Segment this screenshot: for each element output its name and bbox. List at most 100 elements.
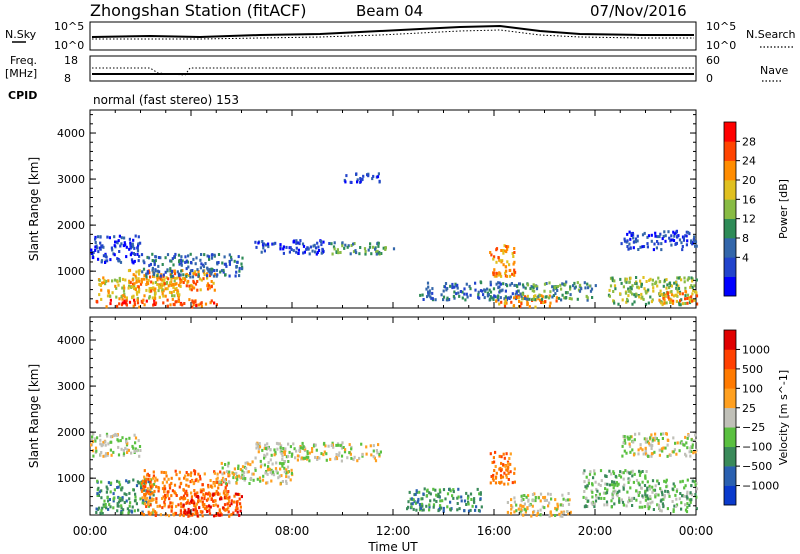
echo-region xyxy=(218,459,294,486)
nsearch-tick-top: 10^5 xyxy=(706,20,736,33)
colorbar-tick-label: 8 xyxy=(742,232,749,245)
echo-region xyxy=(495,294,558,309)
colorbar-tick-label: −1000 xyxy=(742,480,779,493)
nsearch-label: N.Search xyxy=(746,28,796,41)
echo-region xyxy=(519,280,597,302)
colorbar-swatch xyxy=(724,276,736,297)
time-axis-label: Time UT xyxy=(367,540,418,554)
colorbar-swatch xyxy=(724,427,736,447)
colorbar-tick-label: 4 xyxy=(742,251,749,264)
nsky-panel xyxy=(89,21,697,51)
echo-region xyxy=(140,252,244,279)
colorbar-tick-label: 100 xyxy=(742,382,763,395)
colorbar-swatch xyxy=(724,446,736,467)
colorbar-swatch xyxy=(724,160,736,181)
cpid-text: normal (fast stereo) 153 xyxy=(93,93,239,107)
time-tick-label: 00:00 xyxy=(73,524,108,538)
freq-tick-top: 18 xyxy=(64,54,78,67)
echo-region xyxy=(343,172,381,184)
echo-region xyxy=(95,297,218,309)
colorbar-tick-label: −500 xyxy=(742,460,772,473)
echo-region xyxy=(140,469,231,518)
colorbar-swatch xyxy=(724,199,736,219)
y-tick-label: 4000 xyxy=(57,127,85,140)
echo-region xyxy=(254,239,331,256)
colorbar-tick-label: −25 xyxy=(742,421,765,434)
time-tick-label: 16:00 xyxy=(477,524,512,538)
colorbar-swatch xyxy=(724,407,736,428)
time-tick-label: 08:00 xyxy=(275,524,310,538)
echo-region xyxy=(178,492,243,518)
colorbar-label: Velocity [m s^-1] xyxy=(777,370,790,465)
nave-tick-bottom: 0 xyxy=(706,72,713,85)
echo-region xyxy=(406,487,483,513)
colorbar-swatch xyxy=(724,141,736,161)
freq-label: Freq. xyxy=(10,54,37,67)
cpid-label: CPID xyxy=(8,89,37,102)
colorbar-tick-label: 20 xyxy=(742,174,756,187)
echo-region xyxy=(254,441,382,463)
nave-trace xyxy=(92,67,694,76)
echo-region xyxy=(489,450,516,486)
beam-label: Beam 04 xyxy=(356,2,423,20)
velocity-panel: 4000 3000 2000 1000 Slant Range [km] 1000 500 1… xyxy=(27,316,790,518)
colorbar-swatch xyxy=(724,349,736,370)
echo-region xyxy=(646,478,699,514)
y-axis-label: Slant Range [km] xyxy=(27,157,41,261)
echo-region xyxy=(582,469,648,509)
date-label: 07/Nov/2016 xyxy=(590,2,687,20)
echo-region xyxy=(90,234,142,265)
echo-region xyxy=(90,432,142,458)
colorbar-tick-label: 1000 xyxy=(742,343,770,356)
nsearch-tick-bottom: 10^0 xyxy=(706,39,736,52)
colorbar-tick-label: 16 xyxy=(742,193,756,206)
y-tick-label: 4000 xyxy=(57,334,85,347)
freq-panel xyxy=(89,55,697,82)
plot-title: Zhongshan Station (fitACF) xyxy=(90,1,307,20)
nsky-trace xyxy=(91,24,694,39)
nsky-tick-top: 10^5 xyxy=(54,20,84,33)
colorbar-swatch xyxy=(724,218,736,239)
colorbar-swatch xyxy=(724,180,736,200)
colorbar-swatch xyxy=(724,330,736,350)
time-tick-label: 12:00 xyxy=(376,524,411,538)
echo-region xyxy=(620,229,698,252)
y-tick-label: 1000 xyxy=(57,265,85,278)
colorbar-tick-label: 25 xyxy=(742,402,756,415)
echo-region xyxy=(506,492,572,518)
time-axis: 00:00 04:00 08:00 12:00 16:00 20:00 00:00 xyxy=(73,524,714,538)
y-tick-label: 2000 xyxy=(57,219,85,232)
nave-label: Nave xyxy=(760,64,788,77)
freq-unit: [MHz] xyxy=(5,67,37,80)
y-tick-label: 1000 xyxy=(57,472,85,485)
colorbar-swatch xyxy=(724,122,736,142)
colorbar-swatch xyxy=(724,368,736,389)
y-tick-label: 2000 xyxy=(57,426,85,439)
echo-region xyxy=(419,280,521,302)
y-axis-label: Slant Range [km] xyxy=(27,364,41,468)
colorbar-tick-label: −100 xyxy=(742,441,772,454)
power-panel: 4000 3000 2000 1000 Slant Range [km] 28 24 20 16… xyxy=(27,109,790,309)
colorbar-swatch xyxy=(724,466,736,486)
nsky-tick-bottom: 10^0 xyxy=(54,39,84,52)
echo-region xyxy=(658,290,699,306)
echo-region xyxy=(489,244,517,278)
colorbar-tick-label: 500 xyxy=(742,363,763,376)
time-tick-label: 04:00 xyxy=(174,524,209,538)
y-tick-label: 3000 xyxy=(57,380,85,393)
colorbar-swatch xyxy=(724,238,736,258)
colorbar-tick-label: 28 xyxy=(742,135,756,148)
colorbar-swatch xyxy=(724,257,736,277)
colorbar-tick-label: 24 xyxy=(742,155,756,168)
freq-tick-bottom: 8 xyxy=(64,72,71,85)
time-tick-label: 00:00 xyxy=(679,524,714,538)
colorbar-tick-label: 12 xyxy=(742,213,756,226)
nave-tick-top: 60 xyxy=(706,54,720,67)
echo-region xyxy=(330,241,396,256)
colorbar-swatch xyxy=(724,388,736,409)
time-tick-label: 20:00 xyxy=(578,524,613,538)
y-tick-label: 3000 xyxy=(57,173,85,186)
colorbar-swatch xyxy=(724,485,736,506)
echo-region xyxy=(621,432,698,458)
